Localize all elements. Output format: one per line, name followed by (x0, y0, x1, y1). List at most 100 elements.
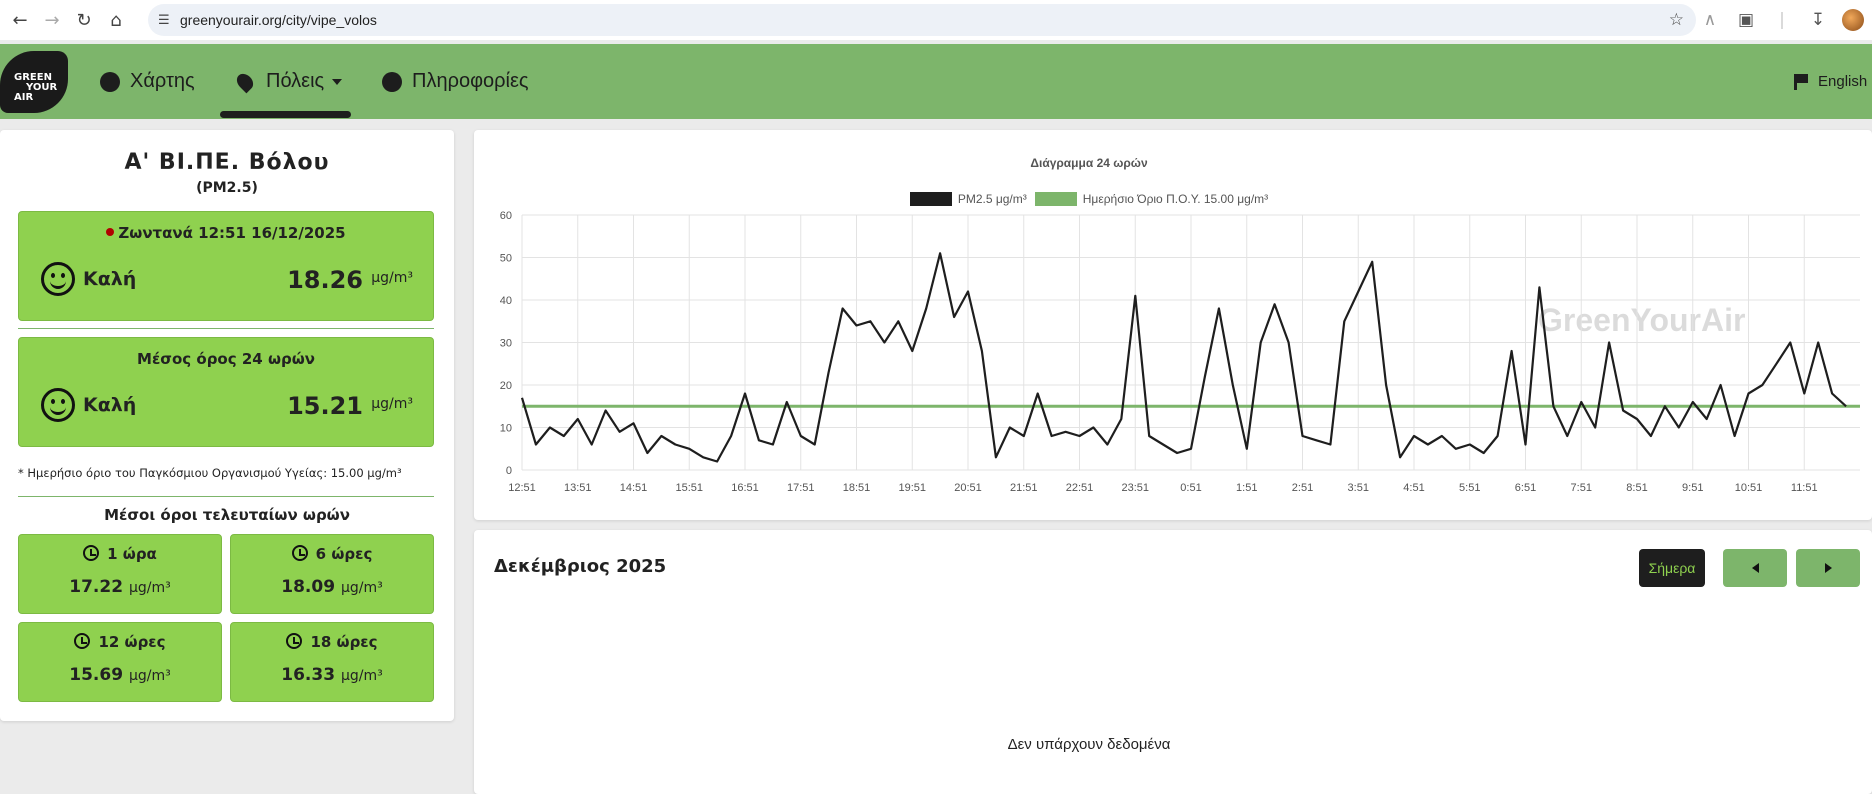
download-icon[interactable]: ↧ (1810, 10, 1826, 30)
profile-extension-icon[interactable]: ∧ (1703, 10, 1717, 30)
y-tick-label: 10 (500, 423, 512, 435)
today-button[interactable]: Σήμερα (1639, 549, 1705, 587)
chart-panel: Διάγραμμα 24 ωρών PM2.5 μg/m³ Ημερήσιο Ό… (474, 130, 1872, 520)
reload-icon[interactable]: ↻ (76, 9, 92, 31)
pm25-line-chart: 0 10 20 30 40 50 60 12:51 13:51 14:51 15:51 16:51 17… (500, 210, 1860, 494)
site-logo[interactable]: GREEN YOUR AIR (0, 51, 68, 113)
history-value-number: 16.33 (281, 665, 336, 685)
live-card: Ζωντανά 12:51 16/12/2025 Καλή 18.26 μg/m… (18, 211, 434, 321)
history-label-text: 18 ώρες (310, 633, 378, 651)
pm25-series-line (520, 252, 1847, 463)
history-unit: μg/m³ (128, 580, 171, 596)
pollutant-label: (PM2.5) (196, 180, 258, 196)
x-tick-label: 10:51 (1735, 482, 1763, 494)
history-value: 17.22 μg/m³ (19, 577, 221, 597)
calendar-panel: Δεκέμβριος 2025 Σήμερα Δεν υπάρχουν δεδο… (474, 530, 1872, 794)
chart-title: Διάγραμμα 24 ωρών (1030, 156, 1148, 170)
active-nav-indicator (220, 111, 351, 118)
avg24-value: 15.21 (287, 392, 363, 420)
nav-info[interactable]: Πληροφορίες (382, 44, 529, 119)
y-tick-label: 0 (506, 465, 512, 477)
live-quality: Καλή (83, 268, 137, 290)
globe-icon (100, 71, 120, 92)
history-label: 18 ώρες (231, 632, 433, 651)
avg24-card: Μέσος όρος 24 ωρών Καλή 15.21 μg/m³ (18, 337, 434, 447)
y-tick-label: 20 (500, 380, 512, 392)
next-month-button[interactable] (1796, 549, 1860, 587)
avatar[interactable] (1842, 9, 1864, 31)
chart-legend: PM2.5 μg/m³ Ημερήσιο Όριο Π.Ο.Υ. 15.00 μ… (474, 192, 1704, 206)
clock-icon (286, 632, 303, 649)
flag-icon (1794, 73, 1808, 90)
chart-watermark: GreenYourAir (1538, 302, 1746, 338)
x-tick-label: 18:51 (843, 482, 871, 494)
station-panel: Α' ΒΙ.ΠΕ. Βόλου (PM2.5) Ζωντανά 12:51 16… (0, 130, 454, 721)
site-info-icon[interactable]: ☰ (158, 12, 170, 28)
history-unit: μg/m³ (340, 668, 383, 684)
home-icon[interactable]: ⌂ (110, 9, 122, 31)
y-tick-label: 30 (500, 338, 512, 350)
prev-month-button[interactable] (1723, 549, 1787, 587)
language-switch[interactable]: English (1794, 44, 1867, 119)
x-tick-label: 5:51 (1459, 482, 1480, 494)
site-header: GREEN YOUR AIR Χάρτης Πόλεις Πληροφορίες… (0, 44, 1872, 119)
nav-cities-label: Πόλεις (266, 70, 325, 92)
x-tick-label: 22:51 (1066, 482, 1094, 494)
y-tick-label: 60 (500, 210, 512, 222)
history-value-number: 18.09 (281, 577, 336, 597)
avg24-quality: Καλή (83, 394, 137, 416)
history-card-1h: 1 ώρα 17.22 μg/m³ (18, 534, 222, 614)
legend-item-who-limit[interactable]: Ημερήσιο Όριο Π.Ο.Υ. 15.00 μg/m³ (1034, 192, 1269, 206)
x-tick-label: 13:51 (564, 482, 592, 494)
chevron-left-icon (1751, 563, 1759, 573)
history-label: 12 ώρες (19, 632, 221, 651)
x-tick-label: 9:51 (1682, 482, 1703, 494)
nav-map-label: Χάρτης (130, 70, 195, 92)
nav-cities[interactable]: Πόλεις (233, 44, 343, 119)
who-footnote: * Ημερήσιο όριο του Παγκόσμιου Οργανισμο… (18, 466, 402, 480)
clock-icon (83, 544, 100, 561)
history-card-18h: 18 ώρες 16.33 μg/m³ (230, 622, 434, 702)
chevron-down-icon (332, 78, 343, 85)
bookmark-star-icon[interactable]: ☆ (1668, 10, 1684, 30)
extensions-icon[interactable]: ▣ (1737, 10, 1755, 30)
clock-icon (291, 544, 308, 561)
nav-map[interactable]: Χάρτης (100, 44, 195, 119)
history-unit: μg/m³ (128, 668, 171, 684)
legend-label: PM2.5 μg/m³ (957, 192, 1027, 206)
nav-info-label: Πληροφορίες (412, 70, 529, 92)
back-icon[interactable]: ← (12, 9, 28, 31)
smiley-icon (41, 262, 75, 296)
legend-item-pm25[interactable]: PM2.5 μg/m³ (909, 192, 1027, 206)
separator: | (1779, 10, 1785, 30)
x-tick-label: 15:51 (675, 482, 703, 494)
language-label: English (1818, 73, 1868, 90)
x-tick-label: 21:51 (1010, 482, 1038, 494)
chevron-right-icon (1824, 563, 1832, 573)
avg24-title: Μέσος όρος 24 ωρών (137, 350, 315, 368)
x-tick-label: 23:51 (1121, 482, 1149, 494)
x-tick-label: 6:51 (1515, 482, 1536, 494)
no-data-message: Δεν υπάρχουν δεδομένα (1007, 736, 1171, 753)
y-tick-label: 40 (500, 295, 512, 307)
info-icon (382, 71, 402, 92)
legend-swatch (909, 192, 952, 206)
history-card-12h: 12 ώρες 15.69 μg/m³ (18, 622, 222, 702)
x-tick-label: 1:51 (1236, 482, 1257, 494)
live-value: 18.26 (287, 266, 363, 294)
address-bar[interactable]: ☰ greenyourair.org/city/vipe_volos ☆ (148, 4, 1696, 36)
history-unit: μg/m³ (340, 580, 383, 596)
x-tick-label: 8:51 (1626, 482, 1647, 494)
calendar-month: Δεκέμβριος 2025 (494, 556, 667, 577)
legend-swatch (1034, 192, 1077, 206)
history-title: Μέσοι όροι τελευταίων ωρών (104, 506, 350, 524)
x-tick-label: 17:51 (787, 482, 815, 494)
legend-label: Ημερήσιο Όριο Π.Ο.Υ. 15.00 μg/m³ (1082, 192, 1269, 206)
logo-line-2: YOUR (26, 82, 58, 93)
x-tick-label: 19:51 (898, 482, 926, 494)
live-label: Ζωντανά 12:51 16/12/2025 (118, 224, 346, 242)
history-value-number: 15.69 (69, 665, 124, 685)
logo-line-1: GREEN (14, 72, 52, 83)
forward-icon[interactable]: → (44, 9, 60, 31)
x-tick-label: 0:51 (1180, 482, 1201, 494)
